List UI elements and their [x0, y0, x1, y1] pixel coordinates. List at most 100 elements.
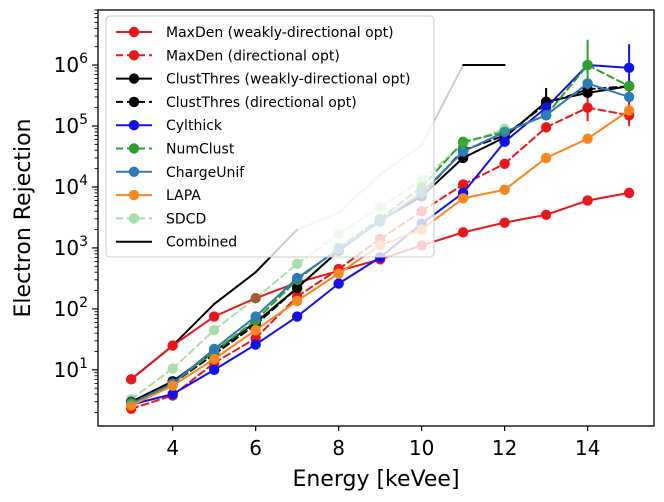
line-segment-chargeunif [586, 82, 631, 98]
legend-swatch-marker [128, 143, 140, 154]
data-point-maxden-weakly-directional-opt [540, 209, 552, 220]
data-point-cylthick [623, 62, 635, 74]
data-point-sdcd [291, 258, 303, 269]
line-segment-clustthres-directional-opt [254, 287, 299, 326]
legend-swatch-marker [128, 213, 140, 224]
line-segment-sdcd [254, 262, 299, 300]
line-segment-lapa [586, 109, 631, 140]
data-point-lapa [457, 193, 469, 204]
plot-frame [97, 9, 655, 427]
line-segment-cylthick [213, 343, 257, 371]
y-tick-label-5: 105 [54, 112, 88, 138]
y-tick-label-6: 106 [54, 51, 88, 77]
legend-label-combined: Combined [166, 235, 237, 251]
data-point-chargeunif [208, 343, 220, 355]
legend-entry-cylthick [116, 120, 152, 131]
line-segment-lapa [213, 329, 257, 361]
data-point-maxden-weakly-directional-opt [208, 311, 220, 322]
line-segment-maxden-weakly-directional-opt [171, 315, 216, 347]
data-point-lapa [291, 295, 303, 307]
line-segment-maxden-directional-opt [171, 361, 216, 397]
line-segment-clustthres-directional-opt [586, 85, 631, 91]
data-point-sdcd [125, 394, 137, 405]
data-point-lapa [582, 133, 593, 144]
legend-label-sdcd: SDCD [166, 211, 206, 227]
data-point-sdcd [167, 363, 178, 374]
legend-entry-maxden-weakly-directional-opt [116, 26, 152, 38]
line-segment-maxden-directional-opt [503, 126, 548, 165]
line-segment-maxden-directional-opt [130, 394, 174, 410]
x-axis-title: Energy [keVee] [292, 467, 459, 492]
legend-swatch-marker [128, 189, 140, 201]
data-point-chargeunif [457, 146, 469, 157]
line-segment-maxden-directional-opt [420, 183, 465, 213]
data-point-cylthick [333, 278, 344, 289]
y-tick-label-1: 101 [54, 356, 88, 382]
data-point-sdcd [499, 123, 510, 135]
data-point-chargeunif [540, 110, 552, 121]
legend: MaxDen (weakly-directional opt) MaxDen (d… [105, 15, 435, 258]
line-segment-maxden-directional-opt [545, 106, 589, 129]
line-segment-lapa [503, 156, 548, 191]
line-segment-clustthres-directional-opt [171, 353, 216, 385]
x-tick-label-14: 14 [575, 436, 600, 460]
line-segment-maxden-weakly-directional-opt [545, 199, 589, 216]
data-point-maxden-weakly-directional-opt [167, 340, 178, 351]
line-segment-lapa [545, 137, 589, 159]
line-segment-numclust [462, 130, 506, 143]
data-point-maxden-weakly-directional-opt [582, 195, 593, 206]
y-tick-label-3: 103 [54, 234, 88, 260]
legend-label-clustthres-weakly-directional-opt: ClustThres (weakly-directional opt) [166, 72, 410, 88]
data-point-lapa [167, 380, 178, 391]
data-point-cylthick [250, 339, 261, 350]
line-segment-maxden-directional-opt [296, 268, 340, 298]
legend-entry-clustthres-weakly-directional-opt [116, 73, 152, 84]
data-point-lapa [250, 324, 261, 336]
line-segment-maxden-weakly-directional-opt [213, 297, 257, 318]
line-segment-combined [213, 271, 257, 306]
line-segment-chargeunif [503, 114, 548, 133]
line-segment-cylthick [171, 368, 216, 396]
data-point-maxden-directional-opt [457, 179, 469, 190]
line-segment-lapa [462, 188, 506, 200]
line-segment-lapa [254, 299, 299, 332]
line-segment-cylthick [337, 256, 382, 285]
line-segment-maxden-directional-opt [213, 337, 257, 364]
legend-entry-lapa [116, 189, 152, 201]
legend-swatch-marker [128, 120, 140, 131]
data-point-numclust [582, 59, 593, 71]
data-point-sdcd [250, 292, 261, 304]
line-segment-cylthick [462, 140, 506, 194]
x-tick-label-8: 8 [332, 436, 345, 460]
x-tick-label-6: 6 [249, 436, 262, 460]
line-segment-clustthres-directional-opt [213, 323, 257, 356]
legend-swatch-marker [128, 166, 140, 177]
data-point-lapa [208, 353, 220, 365]
data-point-cylthick [540, 102, 552, 113]
line-segment-lapa [171, 358, 216, 387]
data-point-clustthres-directional-opt [291, 282, 303, 294]
legend-swatch-marker [128, 96, 140, 108]
y-axis-title: Electron Rejection [11, 119, 36, 318]
data-point-lapa [623, 105, 635, 116]
x-tick-label-4: 4 [166, 436, 179, 460]
data-point-lapa [499, 184, 510, 195]
y-axis-ticks: 101 102 103 104 105 106 [54, 9, 98, 413]
data-point-maxden-directional-opt [499, 158, 510, 170]
data-point-numclust [623, 80, 635, 92]
line-segment-clustthres-weakly-directional-opt [462, 136, 506, 159]
line-segment-lapa [296, 272, 340, 302]
data-point-chargeunif [582, 78, 593, 89]
legend-label-maxden-directional-opt: MaxDen (directional opt) [166, 48, 340, 64]
data-point-maxden-weakly-directional-opt [623, 187, 635, 199]
line-segment-maxden-weakly-directional-opt [130, 344, 174, 381]
data-point-lapa [333, 268, 344, 279]
legend-label-maxden-weakly-directional-opt: MaxDen (weakly-directional opt) [166, 25, 394, 41]
line-segment-clustthres-directional-opt [503, 102, 548, 137]
data-point-maxden-weakly-directional-opt [499, 217, 510, 228]
line-segment-sdcd [462, 127, 506, 146]
data-point-cylthick [499, 136, 510, 148]
legend-label-chargeunif: ChargeUnif [166, 165, 245, 181]
data-point-cylthick [167, 388, 178, 400]
line-segment-chargeunif [545, 82, 589, 117]
